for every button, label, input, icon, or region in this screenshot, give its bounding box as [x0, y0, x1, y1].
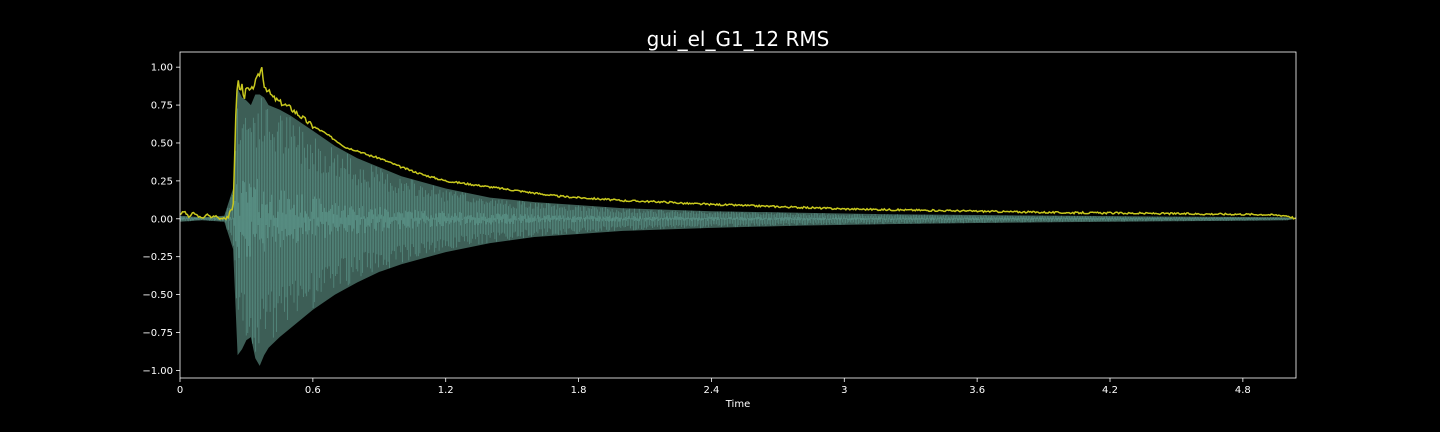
y-tick-label: −1.00: [142, 366, 173, 377]
x-tick-label: 1.2: [438, 385, 454, 396]
y-tick-label: 0.25: [151, 176, 173, 187]
y-tick-label: −0.50: [142, 290, 173, 301]
chart-title: gui_el_G1_12 RMS: [647, 27, 830, 51]
y-tick-label: 1.00: [151, 63, 173, 74]
y-tick-label: −0.25: [142, 252, 173, 263]
x-tick-label: 1.8: [571, 385, 587, 396]
plot-area: [179, 66, 1297, 366]
y-tick-label: 0.75: [151, 101, 173, 112]
y-tick-label: −0.75: [142, 328, 173, 339]
x-tick-label: 4.2: [1102, 385, 1118, 396]
x-tick-label: 4.8: [1235, 385, 1251, 396]
x-axis: 0 0.6 1.2 1.8 2.4 3 3.6 4.2 4.8: [177, 378, 1251, 396]
x-tick-label: 3: [841, 385, 847, 396]
x-tick-label: 0: [177, 385, 183, 396]
x-tick-label: 2.4: [703, 385, 719, 396]
y-tick-label: 0.50: [151, 138, 173, 149]
x-tick-label: 0.6: [305, 385, 321, 396]
rms-series-line: [179, 66, 1297, 221]
waveform-fill: [180, 88, 1296, 366]
x-tick-label: 3.6: [969, 385, 985, 396]
y-tick-label: 0.00: [151, 214, 173, 225]
y-axis: 1.00 0.75 0.50 0.25 0.00 −0.25 −0.50 −0.75 −1.00: [142, 63, 180, 377]
plot-frame: [179, 51, 1297, 379]
x-axis-label: Time: [725, 399, 750, 410]
